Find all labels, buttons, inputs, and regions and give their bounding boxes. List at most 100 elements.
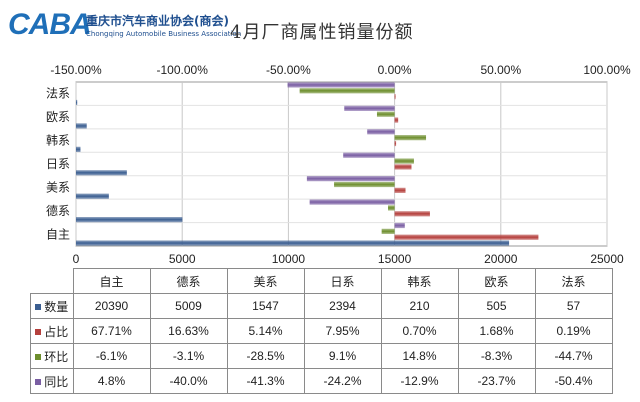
table-cell: 5009 [149, 293, 228, 319]
bar-环比 [394, 135, 427, 141]
top-axis-tick-label: 0.00% [378, 63, 412, 77]
table-cell: 0.70% [380, 318, 459, 344]
table-cell: 57 [534, 293, 613, 319]
bar-占比 [394, 164, 412, 170]
category-label: 德系 [46, 203, 70, 218]
bar-同比 [287, 82, 395, 88]
bottom-axis-tick-label: 25000 [590, 252, 624, 266]
bar-环比 [376, 111, 395, 117]
table-cell: 67.71% [72, 318, 151, 344]
table-header-cell: 德系 [149, 268, 228, 294]
table-cell: 1.68% [457, 318, 536, 344]
chart-title: 4月厂商属性销量份额 [230, 22, 414, 43]
bar-数量 [76, 240, 510, 246]
legend-key [35, 379, 42, 385]
category-label: 欧系 [46, 110, 70, 124]
bar-数量 [76, 146, 81, 152]
category-label: 美系 [46, 180, 70, 194]
table-row-label: 占比 [30, 318, 74, 344]
table-row-label: 环比 [30, 343, 74, 369]
chart-bars [76, 82, 539, 246]
table-cell: 210 [380, 293, 459, 319]
category-label: 韩系 [46, 133, 70, 148]
table-header-cell: 韩系 [380, 268, 459, 294]
row-label-text: 数量 [44, 299, 69, 314]
top-axis-tick-label: -150.00% [50, 63, 102, 77]
table-cell: 5.14% [226, 318, 305, 344]
table-corner [31, 269, 74, 294]
bar-同比 [367, 129, 395, 135]
table-cell: -50.4% [534, 368, 613, 394]
bottom-axis-tick-label: 5000 [169, 252, 196, 266]
table-cell: 1547 [226, 293, 305, 319]
table-header-cell: 日系 [303, 268, 382, 294]
logo-mark: CABA [8, 8, 92, 41]
table-header-cell: 自主 [72, 268, 151, 294]
table-cell: -44.7% [534, 343, 613, 369]
table-cell: -12.9% [380, 368, 459, 394]
table-cell: -24.2% [303, 368, 382, 394]
table-cell: 14.8% [380, 343, 459, 369]
bar-同比 [309, 199, 395, 205]
table-header-cell: 欧系 [457, 268, 536, 294]
table-cell: 4.8% [72, 368, 151, 394]
bottom-axis-tick-label: 10000 [272, 252, 306, 266]
table-header-cell: 法系 [534, 268, 613, 294]
table-cell: 505 [457, 293, 536, 319]
category-label: 法系 [46, 87, 70, 101]
table-row-label: 数量 [30, 293, 74, 319]
table-cell: 7.95% [303, 318, 382, 344]
table-row: 数量 20390 5009 1547 2394 210 505 57 [30, 293, 613, 319]
data-table: 自主 德系 美系 日系 韩系 欧系 法系 数量 20390 5009 1547 2394… [30, 268, 613, 394]
bar-占比 [394, 94, 396, 100]
table-cell: -41.3% [226, 368, 305, 394]
bar-数量 [76, 99, 78, 106]
bar-占比 [394, 187, 406, 193]
category-label: 日系 [46, 157, 70, 171]
table-row: 同比 4.8% -40.0% -41.3% -24.2% -12.9% -23.7% -50.… [30, 368, 613, 394]
bottom-axis-tick-label: 15000 [378, 252, 412, 266]
legend-key [35, 329, 42, 335]
chart-labels: -150.00% -100.00% -50.00% 0.00% 50.00% 100.00… [46, 63, 631, 266]
bar-同比 [394, 222, 405, 229]
legend-key [35, 304, 42, 310]
bar-同比 [344, 105, 395, 111]
bar-占比 [394, 140, 397, 147]
table-header-row: 自主 德系 美系 日系 韩系 欧系 法系 [31, 268, 613, 294]
row-label-text: 同比 [44, 374, 69, 389]
bar-环比 [299, 88, 395, 94]
bar-chart: -150.00% -100.00% -50.00% 0.00% 50.00% 100.00… [46, 63, 631, 266]
row-label-text: 环比 [44, 349, 69, 364]
top-axis-tick-label: 100.00% [583, 63, 631, 77]
table-cell: 20390 [72, 293, 151, 319]
bar-环比 [388, 205, 395, 211]
table-cell: -3.1% [149, 343, 228, 369]
bar-环比 [381, 228, 395, 234]
bottom-axis-tick-label: 20000 [484, 252, 518, 266]
bar-数量 [76, 217, 183, 223]
table-cell: -40.0% [149, 368, 228, 394]
logo: CABA 重庆市汽车商业协会(商会) Chongqing Automobile … [8, 6, 242, 46]
bar-数量 [76, 170, 127, 176]
table-cell: -28.5% [226, 343, 305, 369]
bar-环比 [334, 181, 395, 188]
top-axis-tick-label: 50.00% [480, 63, 521, 77]
table-row: 占比 67.71% 16.63% 5.14% 7.95% 0.70% 1.68% 0.19% [30, 318, 613, 344]
bar-同比 [306, 176, 395, 182]
table-cell: 0.19% [534, 318, 613, 344]
logo-chinese-name: 重庆市汽车商业协会(商会) [86, 14, 229, 28]
bar-环比 [394, 158, 414, 164]
bar-数量 [76, 123, 87, 129]
row-label-text: 占比 [44, 324, 69, 339]
legend-key [35, 354, 42, 360]
logo-english-name: Chongqing Automobile Business Associatio… [86, 30, 242, 38]
bottom-axis-tick-label: 0 [73, 252, 80, 266]
table-cell: -23.7% [457, 368, 536, 394]
category-label: 自主 [46, 227, 70, 241]
table-cell: 9.1% [303, 343, 382, 369]
top-axis-tick-label: -50.00% [266, 63, 311, 77]
bar-占比 [394, 211, 430, 217]
table-header-cell: 美系 [226, 268, 305, 294]
table-cell: 2394 [303, 293, 382, 319]
table-cell: -8.3% [457, 343, 536, 369]
